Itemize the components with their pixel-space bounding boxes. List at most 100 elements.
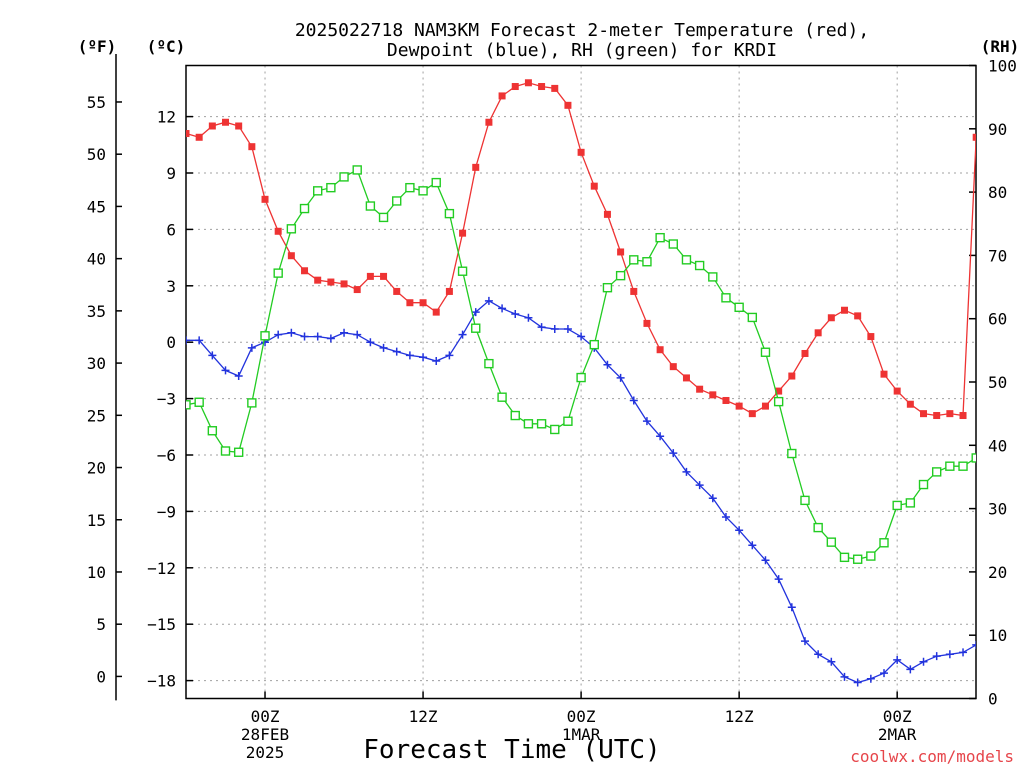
celsius-tick-label: 6	[166, 220, 176, 239]
temperature-point	[893, 387, 901, 395]
rh-point	[747, 312, 758, 323]
temperature-point	[353, 286, 361, 294]
rh-point	[510, 410, 520, 421]
temperature-point	[261, 195, 269, 203]
temperature-point	[340, 280, 348, 288]
dewpoint-point	[287, 328, 296, 337]
celsius-tick-label: −12	[147, 559, 176, 578]
rh-point	[186, 400, 191, 410]
x-axis-title: Forecast Time (UTC)	[363, 735, 660, 765]
rh-point	[655, 232, 665, 243]
rh-point	[602, 282, 613, 293]
rh-point	[813, 522, 823, 533]
dewpoint-series	[186, 296, 976, 687]
rh-tick-label: 90	[988, 120, 1007, 139]
rh-point	[392, 196, 402, 206]
rh-point	[523, 419, 534, 429]
temperature-point	[946, 410, 954, 418]
rh-point	[260, 331, 270, 341]
rh-point	[233, 447, 244, 457]
rh-point	[299, 203, 310, 214]
rh-point	[615, 270, 626, 281]
dewpoint-point	[247, 343, 256, 352]
dewpoint-point	[893, 655, 902, 664]
temperature-point	[511, 83, 519, 91]
temperature-point	[880, 370, 888, 378]
dewpoint-point	[642, 417, 651, 426]
rh-point	[576, 372, 586, 383]
rh-tick-label: 40	[988, 436, 1007, 455]
celsius-tick-label: −15	[147, 615, 176, 634]
temperature-point	[867, 333, 875, 341]
celsius-tick-label: 3	[166, 277, 176, 296]
temperature-point	[682, 374, 690, 382]
rh-point	[550, 424, 560, 435]
dewpoint-point	[379, 343, 388, 352]
temperature-point	[235, 122, 243, 130]
dewpoint-point	[656, 432, 665, 441]
temperature-point	[696, 385, 704, 393]
temperature-point	[538, 83, 546, 91]
dewpoint-point	[498, 304, 507, 313]
dewpoint-point	[866, 674, 875, 683]
dewpoint-point	[340, 328, 349, 337]
celsius-tick-label: 12	[157, 108, 176, 127]
dewpoint-point	[537, 323, 546, 332]
rh-point	[734, 302, 744, 313]
rh-point	[708, 272, 718, 282]
rh-tick-label: 0	[988, 690, 998, 709]
dewpoint-point	[787, 603, 796, 612]
fahrenheit-axis-label: (ºF)	[78, 37, 117, 56]
temperature-point	[722, 396, 730, 404]
temperature-point	[406, 299, 414, 307]
chart-title-line1: 2025022718 NAM3KM Forecast 2-meter Tempe…	[295, 20, 869, 41]
dewpoint-point	[405, 351, 414, 360]
temperature-point	[656, 346, 664, 354]
rh-point	[800, 495, 810, 506]
dewpoint-point	[800, 637, 809, 646]
dewpoint-point	[945, 650, 954, 659]
temperature-point	[195, 133, 203, 141]
rh-point	[945, 461, 955, 471]
credit-text: coolwx.com/models	[850, 747, 1014, 766]
rh-point	[484, 358, 494, 369]
dewpoint-point	[511, 310, 520, 318]
temperature-point	[709, 391, 717, 399]
dewpoint-point	[550, 325, 559, 334]
rh-point	[866, 551, 876, 561]
rh-point	[589, 339, 599, 350]
temperature-point	[498, 92, 506, 100]
dewpoint-point	[484, 296, 493, 305]
temperature-point	[248, 143, 256, 151]
rh-point	[194, 397, 204, 407]
rh-point	[839, 552, 850, 563]
dewpoint-point	[669, 449, 678, 458]
fahrenheit-tick-label: 55	[87, 93, 106, 112]
x-tick-label: 2025	[246, 743, 285, 762]
rh-point	[760, 347, 771, 357]
temperature-point	[827, 314, 835, 322]
dewpoint-point	[629, 396, 638, 405]
dewpoint-point	[880, 669, 889, 678]
temperature-point	[643, 319, 651, 327]
temperature-point	[485, 118, 493, 126]
rh-point	[220, 446, 231, 456]
temperature-point	[314, 276, 322, 284]
x-tick-label: 00Z	[251, 707, 280, 726]
fahrenheit-tick-label: 15	[87, 511, 106, 530]
rh-point	[418, 186, 428, 196]
rh-point	[681, 255, 692, 265]
rh-point	[497, 392, 507, 402]
temperature-point	[906, 400, 914, 408]
dewpoint-point	[221, 366, 230, 375]
rh-point	[826, 537, 837, 547]
rh-tick-label: 30	[988, 500, 1007, 519]
celsius-tick-label: −3	[157, 390, 176, 409]
dewpoint-point	[616, 373, 625, 382]
rh-point	[444, 208, 455, 219]
dewpoint-point	[313, 332, 322, 341]
dewpoint-point	[708, 494, 717, 503]
